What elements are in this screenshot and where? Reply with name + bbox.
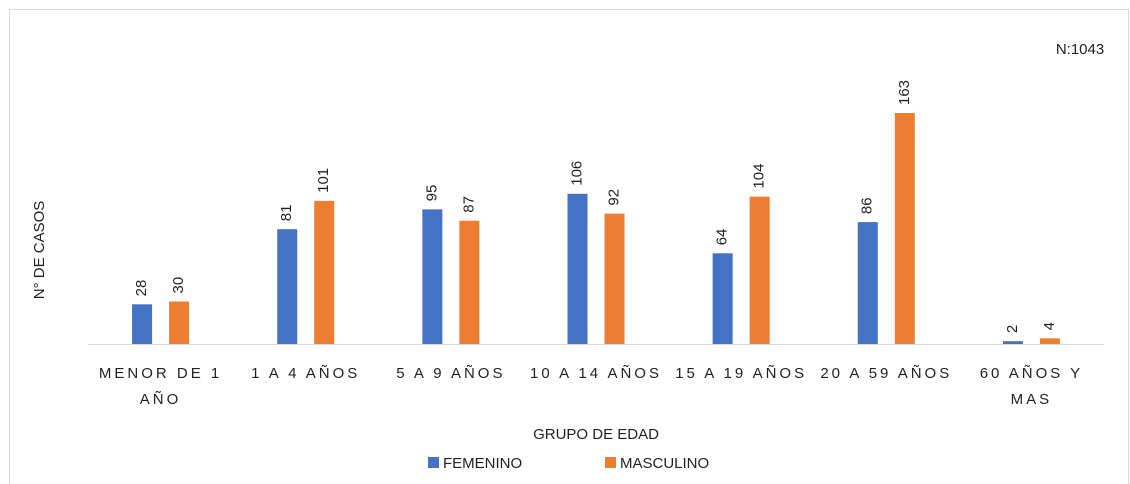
- bar: [749, 196, 770, 344]
- bar: [169, 301, 190, 344]
- bar: [894, 113, 915, 344]
- x-tick-label: 10 A 14 AÑOS: [530, 365, 662, 382]
- data-label: 4: [1041, 322, 1058, 330]
- x-tick-label: 15 A 19 AÑOS: [675, 365, 808, 382]
- data-label: 87: [460, 196, 477, 213]
- data-label: 101: [315, 168, 332, 193]
- x-tick-label: 60 AÑOS Y MAS: [979, 365, 1084, 408]
- data-label: 86: [859, 197, 876, 214]
- data-label: 30: [170, 277, 187, 294]
- legend-label: FEMENINO: [443, 455, 522, 472]
- legend-label: MASCULINO: [620, 455, 709, 472]
- bar: [567, 193, 588, 344]
- bar: [857, 222, 878, 344]
- x-axis-label: GRUPO DE EDAD: [533, 426, 659, 443]
- data-label: 28: [133, 280, 150, 297]
- bar: [422, 209, 443, 344]
- bar: [132, 304, 153, 344]
- annotation: N:1043: [1056, 41, 1104, 58]
- legend-swatch: [605, 457, 616, 468]
- data-label: 95: [423, 185, 440, 202]
- data-label: 2: [1004, 325, 1021, 333]
- bar: [604, 213, 625, 344]
- y-axis-label: N° DE CASOS: [31, 201, 48, 300]
- x-tick-label: MENOR DE 1 AÑO: [98, 365, 223, 408]
- bar: [1039, 338, 1060, 344]
- x-tick-label: 20 A 59 AÑOS: [820, 365, 953, 382]
- bar: [314, 200, 335, 344]
- data-label: 64: [714, 229, 731, 246]
- data-label: 104: [751, 164, 768, 189]
- data-label: 106: [568, 161, 585, 186]
- bar: [459, 220, 480, 344]
- bar: [712, 253, 733, 344]
- x-tick-label: 1 A 4 AÑOS: [251, 365, 361, 382]
- bar: [1002, 341, 1023, 344]
- data-label: 163: [896, 80, 913, 105]
- bar: [277, 229, 298, 344]
- legend-swatch: [428, 457, 439, 468]
- data-label: 92: [605, 189, 622, 206]
- data-label: 81: [278, 205, 295, 222]
- x-tick-label: 5 A 9 AÑOS: [396, 365, 506, 382]
